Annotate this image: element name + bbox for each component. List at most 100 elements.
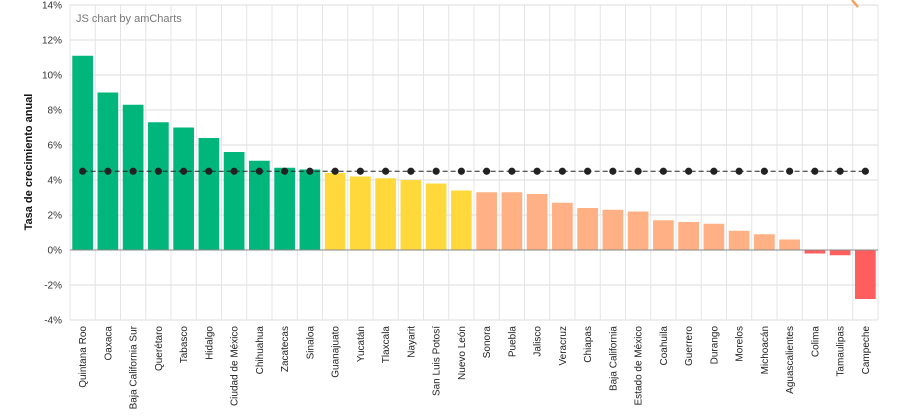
y-tick-label: -4% bbox=[44, 316, 62, 327]
x-tick-label: Oaxaca bbox=[103, 326, 114, 361]
x-tick-label: Coahuila bbox=[659, 326, 670, 366]
scroll-arrow-icon[interactable] bbox=[851, 0, 859, 8]
x-tick-label: Aguascalientes bbox=[785, 326, 796, 394]
y-tick-label: 6% bbox=[48, 141, 63, 152]
reference-point[interactable] bbox=[255, 167, 263, 175]
bar[interactable] bbox=[324, 173, 346, 250]
x-tick-label: Yucatán bbox=[356, 326, 367, 362]
chart-credit[interactable]: JS chart by amCharts bbox=[76, 13, 182, 25]
reference-point[interactable] bbox=[685, 167, 693, 175]
bar[interactable] bbox=[678, 222, 699, 250]
reference-point[interactable] bbox=[584, 167, 592, 175]
bar[interactable] bbox=[728, 230, 750, 250]
reference-point[interactable] bbox=[79, 167, 87, 175]
reference-point[interactable] bbox=[533, 167, 541, 175]
bar[interactable] bbox=[526, 194, 548, 250]
bar[interactable] bbox=[299, 169, 321, 251]
reference-point[interactable] bbox=[331, 167, 339, 175]
reference-point[interactable] bbox=[609, 167, 617, 175]
x-tick-label: Guerrero bbox=[684, 326, 695, 366]
reference-point[interactable] bbox=[382, 167, 390, 175]
y-tick-label: 4% bbox=[48, 176, 63, 187]
bar[interactable] bbox=[602, 209, 624, 250]
bar[interactable] bbox=[577, 208, 598, 250]
bar[interactable] bbox=[425, 183, 447, 251]
reference-point[interactable] bbox=[432, 167, 440, 175]
bar[interactable] bbox=[829, 250, 851, 256]
bar[interactable] bbox=[148, 122, 169, 250]
reference-point[interactable] bbox=[407, 167, 415, 175]
y-tick-label: 12% bbox=[42, 36, 62, 47]
bar[interactable] bbox=[223, 152, 245, 250]
reference-point[interactable] bbox=[230, 167, 238, 175]
y-tick-label: 14% bbox=[42, 1, 62, 12]
x-tick-label: Puebla bbox=[507, 326, 518, 358]
reference-point[interactable] bbox=[306, 167, 314, 175]
bar[interactable] bbox=[350, 176, 371, 251]
reference-point[interactable] bbox=[508, 167, 516, 175]
x-tick-label: Hidalgo bbox=[204, 326, 215, 360]
y-tick-label: 8% bbox=[48, 106, 63, 117]
reference-point[interactable] bbox=[634, 167, 642, 175]
x-tick-label: Chiapas bbox=[583, 326, 594, 363]
bar[interactable] bbox=[451, 190, 472, 251]
x-tick-label: Jalisco bbox=[533, 326, 544, 357]
reference-point[interactable] bbox=[483, 167, 491, 175]
bar[interactable] bbox=[804, 250, 826, 254]
reference-point[interactable] bbox=[281, 167, 289, 175]
bar[interactable] bbox=[653, 220, 674, 250]
bar[interactable] bbox=[703, 223, 725, 250]
x-tick-label: Baja California Sur bbox=[129, 325, 140, 409]
reference-point[interactable] bbox=[786, 167, 794, 175]
y-tick-label: 0% bbox=[48, 246, 63, 257]
bar[interactable] bbox=[855, 250, 876, 299]
x-tick-label: Morelos bbox=[735, 326, 746, 362]
x-tick-label: Quintana Roo bbox=[78, 326, 89, 388]
x-tick-label: Guanajuato bbox=[331, 326, 342, 378]
x-tick-label: Estado de México bbox=[634, 326, 645, 406]
bar[interactable] bbox=[501, 192, 523, 250]
bar[interactable] bbox=[754, 234, 775, 250]
x-tick-label: Campeche bbox=[861, 326, 872, 375]
bar[interactable] bbox=[779, 239, 800, 251]
x-tick-label: Sinaloa bbox=[305, 326, 316, 360]
y-tick-label: 10% bbox=[42, 71, 62, 82]
x-tick-label: Chihuahua bbox=[255, 326, 266, 375]
bar[interactable] bbox=[552, 202, 573, 250]
bar[interactable] bbox=[122, 104, 144, 250]
reference-point[interactable] bbox=[154, 167, 162, 175]
reference-point[interactable] bbox=[861, 167, 869, 175]
bar[interactable] bbox=[627, 211, 649, 251]
bar[interactable] bbox=[173, 127, 194, 251]
bar[interactable] bbox=[375, 178, 396, 250]
reference-point[interactable] bbox=[104, 167, 112, 175]
reference-point[interactable] bbox=[129, 167, 137, 175]
bar[interactable] bbox=[72, 55, 93, 250]
x-tick-label: Nuevo León bbox=[457, 326, 468, 380]
reference-point[interactable] bbox=[558, 167, 566, 175]
reference-point[interactable] bbox=[760, 167, 768, 175]
y-tick-label: 2% bbox=[48, 211, 63, 222]
x-tick-label: Sonora bbox=[482, 326, 493, 359]
x-tick-label: Nayarit bbox=[406, 326, 417, 358]
x-tick-label: Durango bbox=[709, 326, 720, 365]
reference-point[interactable] bbox=[811, 167, 819, 175]
reference-point[interactable] bbox=[457, 167, 465, 175]
reference-point[interactable] bbox=[836, 167, 844, 175]
bar[interactable] bbox=[274, 167, 295, 250]
x-tick-label: Tabasco bbox=[179, 326, 190, 364]
reference-point[interactable] bbox=[205, 167, 213, 175]
reference-point[interactable] bbox=[735, 167, 743, 175]
reference-point[interactable] bbox=[710, 167, 718, 175]
bar[interactable] bbox=[249, 160, 270, 250]
bar[interactable] bbox=[476, 192, 497, 250]
reference-point[interactable] bbox=[180, 167, 188, 175]
reference-point[interactable] bbox=[659, 167, 667, 175]
reference-point[interactable] bbox=[356, 167, 364, 175]
x-tick-label: Colima bbox=[810, 326, 821, 358]
bar[interactable] bbox=[400, 180, 422, 250]
bar[interactable] bbox=[198, 138, 220, 250]
x-tick-label: Querétaro bbox=[154, 326, 165, 371]
